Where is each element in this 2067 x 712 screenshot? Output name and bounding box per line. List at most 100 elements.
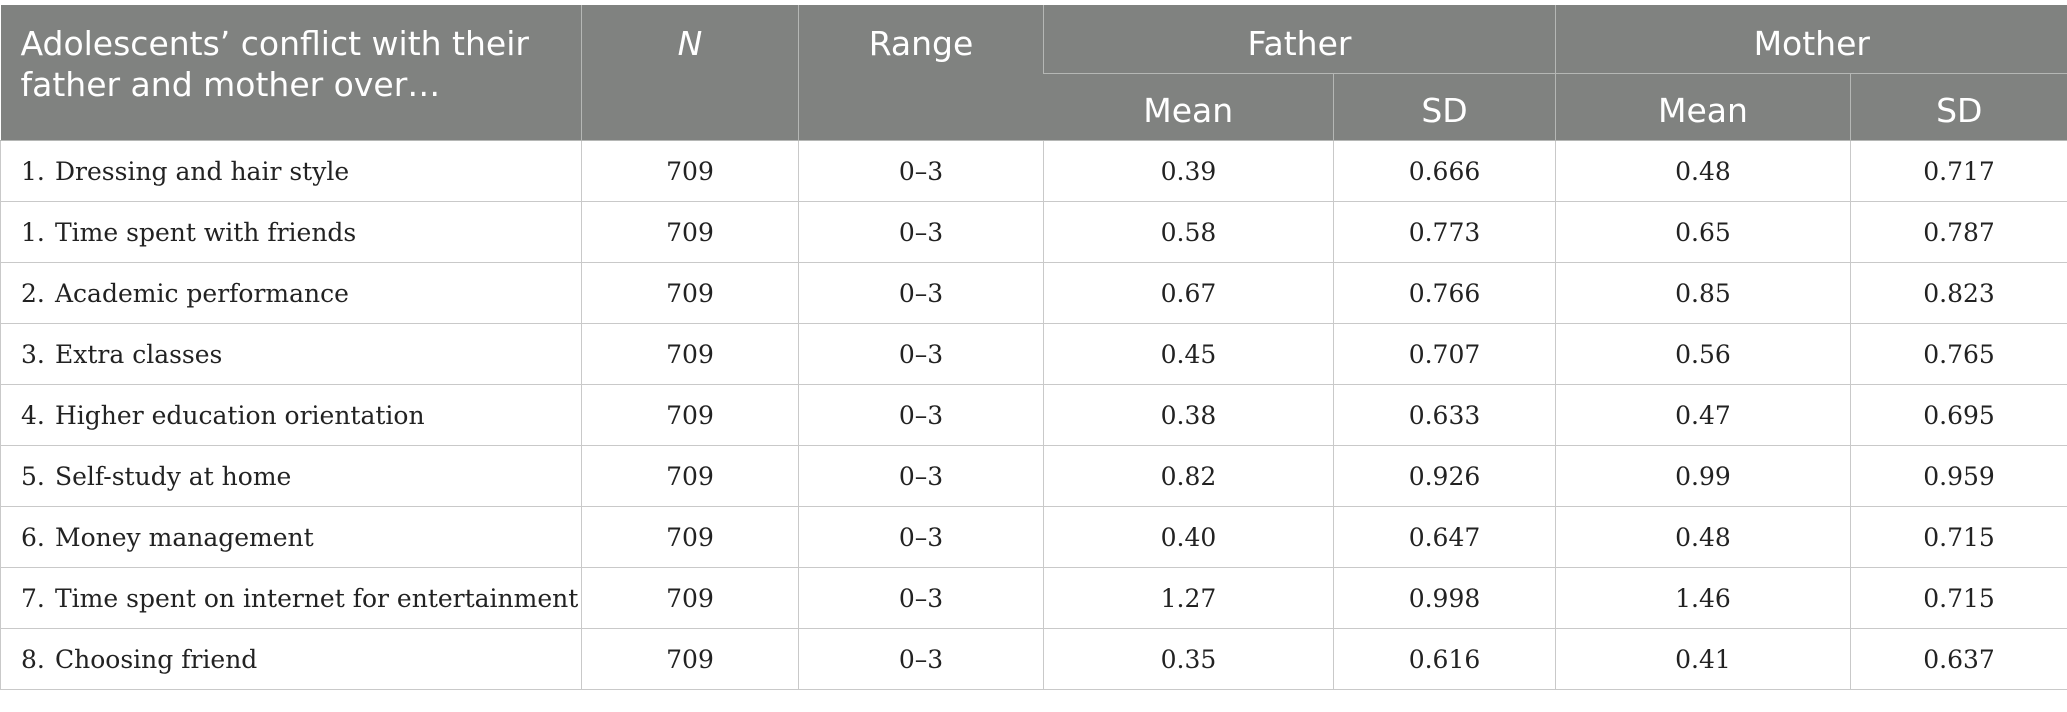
- cell-father-mean: 0.45: [1043, 323, 1334, 385]
- cell-mother-mean: 0.56: [1555, 323, 1851, 385]
- table-row: 4. Higher education orientation 709 0–3 0.38…: [0, 384, 2067, 446]
- header-father-mean: Mean: [1043, 73, 1334, 141]
- cell-item: 1. Time spent with friends: [0, 201, 582, 263]
- header-range: Range: [798, 5, 1044, 141]
- header-father: Father: [1043, 5, 1556, 74]
- table-row: 2. Academic performance 709 0–3 0.67 0.766 0.8…: [0, 262, 2067, 324]
- cell-n: 709: [581, 323, 799, 385]
- cell-father-sd: 0.666: [1333, 140, 1556, 202]
- cell-father-sd: 0.773: [1333, 201, 1556, 263]
- cell-n: 709: [581, 506, 799, 568]
- table-body: 1. Dressing and hair style 709 0–3 0.39 0.666…: [0, 140, 2067, 690]
- cell-father-mean: 0.40: [1043, 506, 1334, 568]
- cell-item: 4. Higher education orientation: [0, 384, 582, 446]
- item-label: Dressing and hair style: [55, 156, 350, 186]
- item-label: Extra classes: [55, 339, 223, 369]
- cell-range: 0–3: [798, 384, 1044, 446]
- cell-mother-mean: 0.99: [1555, 445, 1851, 507]
- header-father-sd: SD: [1333, 73, 1556, 141]
- item-number: 6.: [21, 522, 45, 552]
- item-number: 3.: [21, 339, 45, 369]
- cell-range: 0–3: [798, 445, 1044, 507]
- cell-mother-sd: 0.715: [1849, 567, 2067, 629]
- cell-mother-mean: 0.48: [1555, 506, 1851, 568]
- cell-mother-mean: 1.46: [1555, 567, 1851, 629]
- cell-father-sd: 0.633: [1333, 384, 1556, 446]
- item-label: Choosing friend: [55, 644, 258, 674]
- cell-mother-sd: 0.823: [1849, 262, 2067, 324]
- table-container: Adolescents’ conflict with their father …: [0, 5, 2067, 690]
- item-number: 8.: [21, 644, 45, 674]
- cell-item: 1. Dressing and hair style: [0, 140, 582, 202]
- cell-item: 7. Time spent on internet for entertainme…: [0, 567, 582, 629]
- item-label: Money management: [55, 522, 314, 552]
- cell-range: 0–3: [798, 140, 1044, 202]
- cell-mother-sd: 0.695: [1849, 384, 2067, 446]
- cell-range: 0–3: [798, 262, 1044, 324]
- cell-item: 8. Choosing friend: [0, 628, 582, 690]
- cell-mother-sd: 0.717: [1849, 140, 2067, 202]
- cell-father-sd: 0.766: [1333, 262, 1556, 324]
- header-item-column: Adolescents’ conflict with their father …: [0, 5, 582, 141]
- cell-range: 0–3: [798, 628, 1044, 690]
- cell-father-mean: 1.27: [1043, 567, 1334, 629]
- cell-n: 709: [581, 262, 799, 324]
- item-number: 4.: [21, 400, 45, 430]
- cell-father-sd: 0.707: [1333, 323, 1556, 385]
- item-number: 1.: [21, 156, 45, 186]
- table-row: 1. Time spent with friends 709 0–3 0.58 0.773…: [0, 201, 2067, 263]
- cell-n: 709: [581, 567, 799, 629]
- table-row: 8. Choosing friend 709 0–3 0.35 0.616 0.41 0.63…: [0, 628, 2067, 690]
- cell-mother-mean: 0.85: [1555, 262, 1851, 324]
- cell-father-sd: 0.647: [1333, 506, 1556, 568]
- cell-father-mean: 0.39: [1043, 140, 1334, 202]
- cell-mother-mean: 0.41: [1555, 628, 1851, 690]
- cell-range: 0–3: [798, 201, 1044, 263]
- cell-n: 709: [581, 628, 799, 690]
- item-number: 2.: [21, 278, 45, 308]
- cell-mother-sd: 0.787: [1849, 201, 2067, 263]
- cell-mother-sd: 0.715: [1849, 506, 2067, 568]
- item-number: 5.: [21, 461, 45, 491]
- header-mother: Mother: [1554, 5, 2067, 74]
- table-row: 7. Time spent on internet for entertainme…: [0, 567, 2067, 629]
- cell-father-sd: 0.998: [1333, 567, 1556, 629]
- cell-mother-mean: 0.48: [1555, 140, 1851, 202]
- table-header: Adolescents’ conflict with their father …: [0, 5, 2067, 141]
- table-row: 5. Self-study at home 709 0–3 0.82 0.926 0.99 0…: [0, 445, 2067, 507]
- cell-mother-mean: 0.47: [1555, 384, 1851, 446]
- cell-n: 709: [581, 445, 799, 507]
- cell-father-mean: 0.35: [1043, 628, 1334, 690]
- cell-mother-sd: 0.959: [1849, 445, 2067, 507]
- table-row: 6. Money management 709 0–3 0.40 0.647 0.48 0.7…: [0, 506, 2067, 568]
- cell-father-mean: 0.82: [1043, 445, 1334, 507]
- cell-n: 709: [581, 384, 799, 446]
- cell-range: 0–3: [798, 323, 1044, 385]
- cell-father-sd: 0.616: [1333, 628, 1556, 690]
- item-label: Academic performance: [55, 278, 349, 308]
- item-number: 7.: [21, 583, 45, 613]
- table-row: 3. Extra classes 709 0–3 0.45 0.707 0.56 0.765: [0, 323, 2067, 385]
- cell-range: 0–3: [798, 567, 1044, 629]
- cell-n: 709: [581, 140, 799, 202]
- cell-item: 2. Academic performance: [0, 262, 582, 324]
- item-label: Time spent with friends: [55, 217, 357, 247]
- cell-father-mean: 0.58: [1043, 201, 1334, 263]
- cell-n: 709: [581, 201, 799, 263]
- header-mother-mean: Mean: [1555, 73, 1851, 141]
- cell-item: 5. Self-study at home: [0, 445, 582, 507]
- conflict-table: Adolescents’ conflict with their father …: [0, 5, 2067, 690]
- item-label: Self-study at home: [55, 461, 292, 491]
- table-row: 1. Dressing and hair style 709 0–3 0.39 0.666…: [0, 140, 2067, 202]
- cell-mother-sd: 0.765: [1849, 323, 2067, 385]
- item-label: Time spent on internet for entertainment: [55, 583, 579, 613]
- header-n: N: [581, 5, 799, 141]
- cell-item: 6. Money management: [0, 506, 582, 568]
- cell-mother-sd: 0.637: [1849, 628, 2067, 690]
- cell-mother-mean: 0.65: [1555, 201, 1851, 263]
- cell-father-mean: 0.67: [1043, 262, 1334, 324]
- cell-range: 0–3: [798, 506, 1044, 568]
- item-label: Higher education orientation: [55, 400, 425, 430]
- cell-father-mean: 0.38: [1043, 384, 1334, 446]
- cell-item: 3. Extra classes: [0, 323, 582, 385]
